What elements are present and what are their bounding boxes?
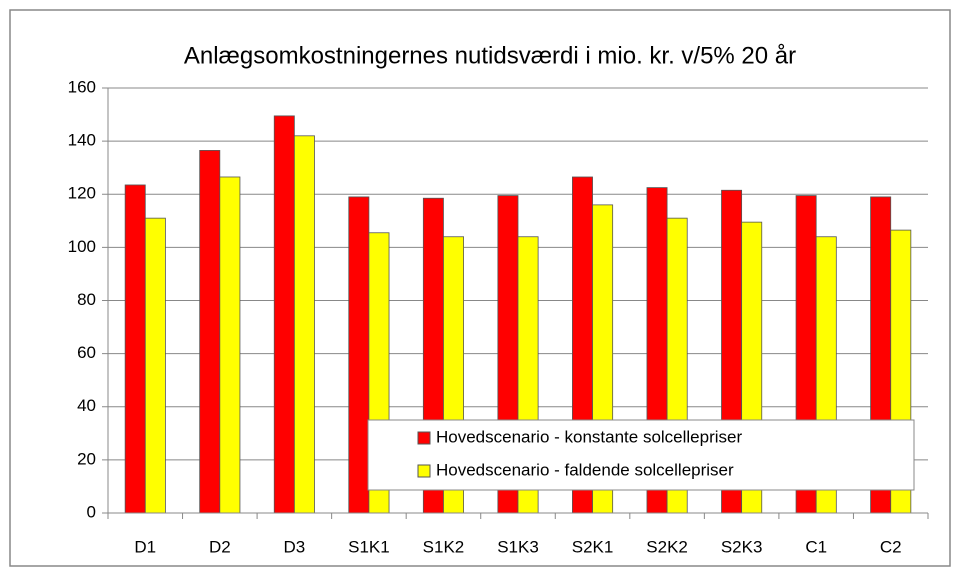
chart-title: Anlægsomkostningernes nutidsværdi i mio.…: [184, 42, 796, 69]
legend-label: Hovedscenario - konstante solcellepriser: [436, 427, 742, 446]
x-tick-label: C2: [880, 537, 902, 556]
bar: [219, 176, 241, 514]
legend-swatch: [417, 464, 431, 478]
legend-label: Hovedscenario - faldende solcellepriser: [436, 460, 734, 479]
bar: [144, 217, 166, 514]
y-tick-label: 0: [87, 502, 96, 521]
legend-swatch: [417, 431, 431, 445]
bar: [348, 196, 370, 514]
x-tick-label: D2: [209, 537, 231, 556]
y-tick-label: 100: [68, 237, 96, 256]
bar: [293, 135, 315, 514]
x-tick-label: C1: [805, 537, 827, 556]
bar: [199, 150, 221, 514]
bar: [273, 115, 295, 514]
bar: [124, 184, 146, 514]
x-tick-label: S2K3: [721, 537, 763, 556]
y-tick-label: 60: [77, 343, 96, 362]
x-tick-label: S2K1: [572, 537, 614, 556]
y-tick-label: 20: [77, 449, 96, 468]
y-tick-label: 40: [77, 396, 96, 415]
x-tick-label: D3: [283, 537, 305, 556]
x-tick-label: S1K2: [423, 537, 465, 556]
y-tick-label: 160: [68, 77, 96, 96]
y-tick-label: 80: [77, 290, 96, 309]
y-tick-label: 120: [68, 184, 96, 203]
x-tick-label: D1: [134, 537, 156, 556]
legend-box: [367, 419, 915, 491]
x-tick-label: S1K3: [497, 537, 539, 556]
y-tick-label: 140: [68, 131, 96, 150]
x-tick-label: S1K1: [348, 537, 390, 556]
x-tick-label: S2K2: [646, 537, 688, 556]
